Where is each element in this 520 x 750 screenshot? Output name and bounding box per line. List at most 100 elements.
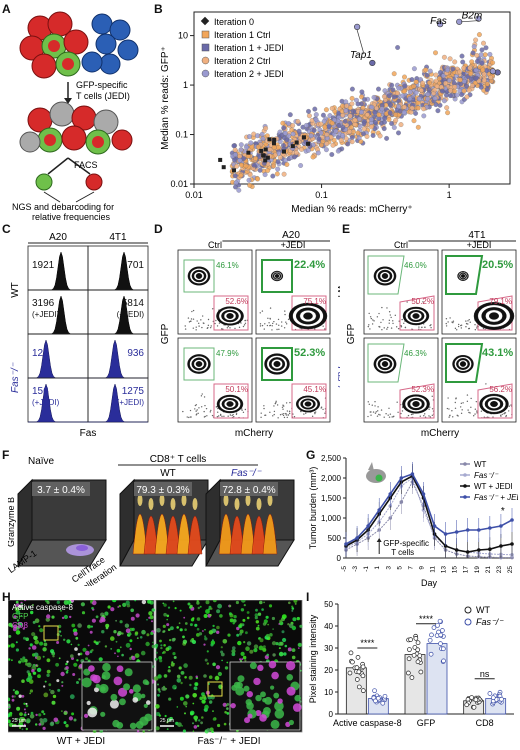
cell-signal	[21, 603, 23, 605]
scatter-point-iter0	[306, 141, 311, 146]
scatter-point	[473, 37, 479, 43]
cell-signal	[155, 651, 158, 654]
scatter-point	[469, 59, 475, 65]
inset-cell	[263, 706, 271, 715]
mfi-note: (+JEDI)	[117, 398, 145, 407]
legend-marker	[201, 30, 210, 39]
cell-signal	[39, 641, 44, 646]
cell-signal	[129, 647, 132, 651]
scatter-point	[473, 67, 479, 73]
scatter-point	[316, 136, 322, 142]
flow-event	[378, 312, 380, 315]
cell-signal	[50, 649, 55, 654]
mfi-note: (+JEDI)	[32, 310, 60, 319]
cell-signal	[208, 675, 213, 679]
cell-signal	[65, 724, 69, 728]
y-tick-label: 30	[324, 644, 333, 653]
cell-signal	[291, 605, 294, 608]
y-tick-label: 2,500	[321, 454, 342, 463]
cell-signal	[167, 628, 171, 631]
scatter-point	[262, 172, 268, 178]
flow-event	[369, 328, 371, 330]
data-point	[348, 650, 354, 656]
cell-signal	[291, 655, 296, 660]
cell-signal	[49, 689, 51, 691]
scatter-point	[413, 90, 419, 96]
inset-cell	[233, 681, 241, 689]
cell-signal	[211, 639, 214, 642]
cell-signal	[166, 728, 169, 730]
flow-event	[431, 395, 433, 398]
flow-event	[187, 317, 190, 319]
cell-signal	[253, 644, 259, 649]
scatter-point	[413, 110, 419, 116]
inset-cell	[292, 703, 302, 712]
flow-event	[474, 328, 477, 331]
scatter-point	[255, 176, 261, 182]
x-tick-label: -1	[363, 566, 370, 572]
cell-signal	[134, 631, 139, 635]
scatter-point-iter0	[267, 137, 272, 142]
cell-signal	[209, 727, 214, 732]
scatter-point	[444, 105, 450, 111]
cell-signal	[204, 658, 208, 662]
inset-cell	[86, 700, 91, 706]
cell-signal	[263, 645, 266, 649]
row-label: WT	[10, 282, 21, 298]
cell-signal	[23, 713, 27, 717]
cell-signal	[205, 600, 210, 605]
cell-signal	[160, 646, 163, 650]
cell-signal	[202, 695, 207, 699]
cell-signal	[134, 599, 137, 602]
flow-event	[194, 408, 196, 410]
flow-event	[314, 411, 317, 413]
cell-signal	[183, 701, 188, 706]
legend-marker	[464, 606, 472, 614]
scatter-point	[246, 177, 252, 183]
scatter-point	[433, 50, 438, 56]
scatter-point	[484, 81, 490, 87]
flow-event	[390, 316, 392, 319]
cell-signal	[42, 726, 46, 730]
flow-event	[184, 325, 186, 327]
flow-event	[229, 327, 231, 329]
flow-event	[460, 324, 463, 326]
cell-signal	[169, 639, 172, 642]
cell-signal	[135, 613, 140, 618]
scatter-point	[238, 173, 244, 179]
cell-signal	[242, 655, 247, 660]
scatter-point	[445, 67, 450, 73]
cell-signal	[268, 604, 273, 608]
outlier-point	[489, 68, 496, 75]
contour-ring	[195, 273, 203, 279]
cell-signal	[179, 696, 184, 701]
cell-signal	[13, 695, 16, 698]
scatter-point	[483, 45, 489, 51]
cell-signal	[239, 658, 242, 661]
flow-event	[468, 327, 470, 330]
scatter-point	[460, 59, 466, 65]
mcherry-percent: 50.1%	[225, 385, 248, 394]
scatter-point	[467, 65, 473, 71]
cell-signal	[48, 683, 52, 687]
cell-signal	[261, 608, 264, 611]
scatter-point	[322, 124, 328, 130]
scatter-point-iter0	[272, 137, 277, 142]
inset-cell	[286, 686, 296, 696]
flow-event	[501, 413, 503, 416]
inset-cell	[90, 674, 98, 682]
data-point	[454, 548, 459, 552]
cell-signal	[61, 616, 65, 620]
inset-cell	[112, 719, 120, 728]
cell-signal	[140, 650, 146, 656]
flow-event	[374, 412, 377, 414]
scatter-point	[356, 116, 362, 122]
scatter-point	[233, 180, 239, 186]
flow-event	[431, 414, 434, 416]
flow-event	[231, 414, 233, 417]
data-point	[440, 646, 446, 652]
cell-signal	[19, 624, 22, 627]
scatter-point	[345, 141, 351, 147]
scatter-point	[391, 71, 397, 77]
panel-i-bars: 0 10 20 30 40 50 Pixel staining intensity Activ…	[308, 594, 518, 748]
